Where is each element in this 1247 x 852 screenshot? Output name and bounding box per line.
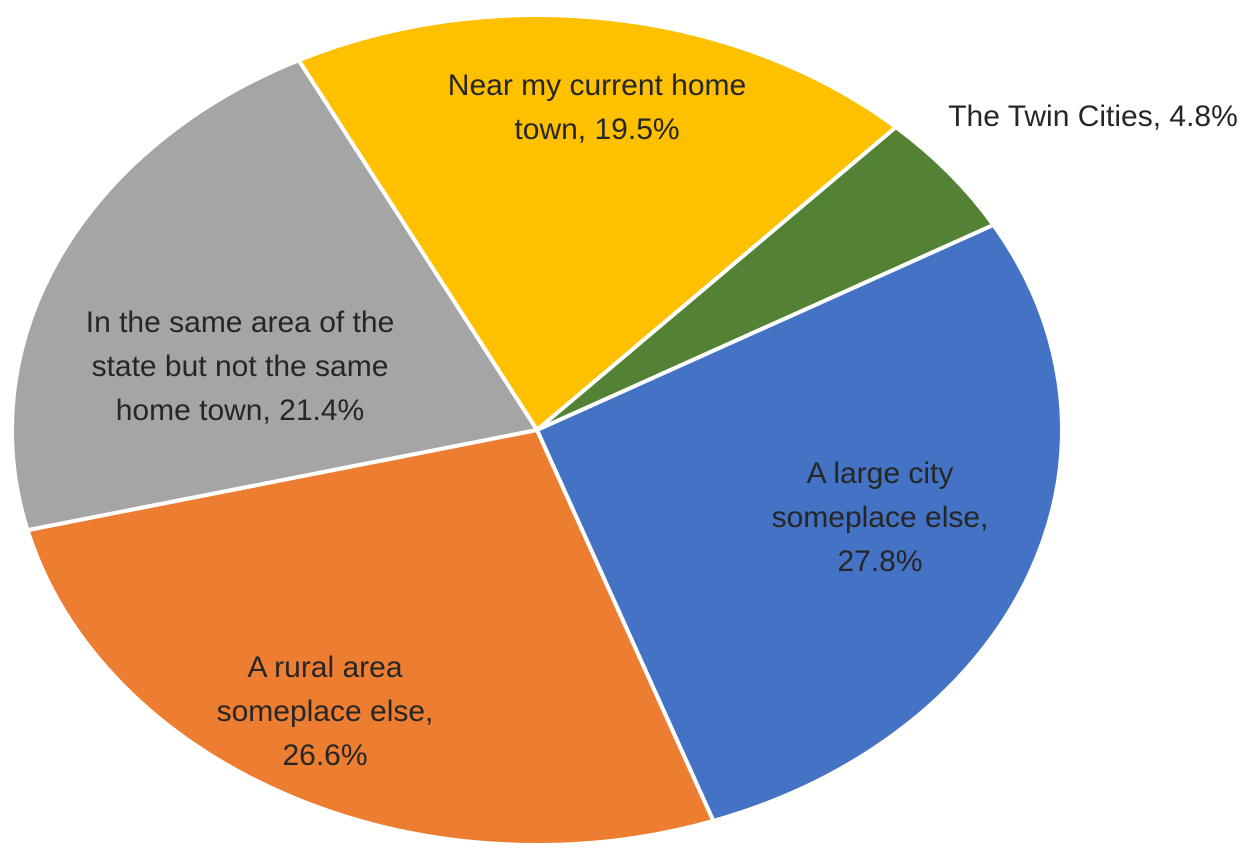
slice-label: Near my current home town, 19.5% <box>427 64 767 152</box>
value-label: 4.8% <box>1169 100 1238 133</box>
category-label: A large city someplace else, <box>771 457 989 534</box>
slice <box>296 13 898 432</box>
slice <box>10 58 539 533</box>
value-label: 27.8% <box>837 545 923 578</box>
slice-label: In the same area of the state but not th… <box>60 301 420 433</box>
category-label: Near my current home town, <box>447 69 747 146</box>
value-label: 19.5% <box>594 113 680 146</box>
slice <box>25 428 716 847</box>
slice-label: The Twin Cities, 4.8% <box>943 95 1243 139</box>
category-label: In the same area of the state but not th… <box>85 306 395 427</box>
slice <box>535 125 996 432</box>
slice <box>535 222 1064 823</box>
slice-label: A rural area someplace else, 26.6% <box>175 646 475 778</box>
category-label: The Twin Cities, <box>948 100 1162 133</box>
category-label: A rural area someplace else, <box>216 651 434 728</box>
value-label: 21.4% <box>279 394 365 427</box>
slice-label: A large city someplace else, 27.8% <box>730 452 1030 584</box>
value-label: 26.6% <box>282 739 368 772</box>
